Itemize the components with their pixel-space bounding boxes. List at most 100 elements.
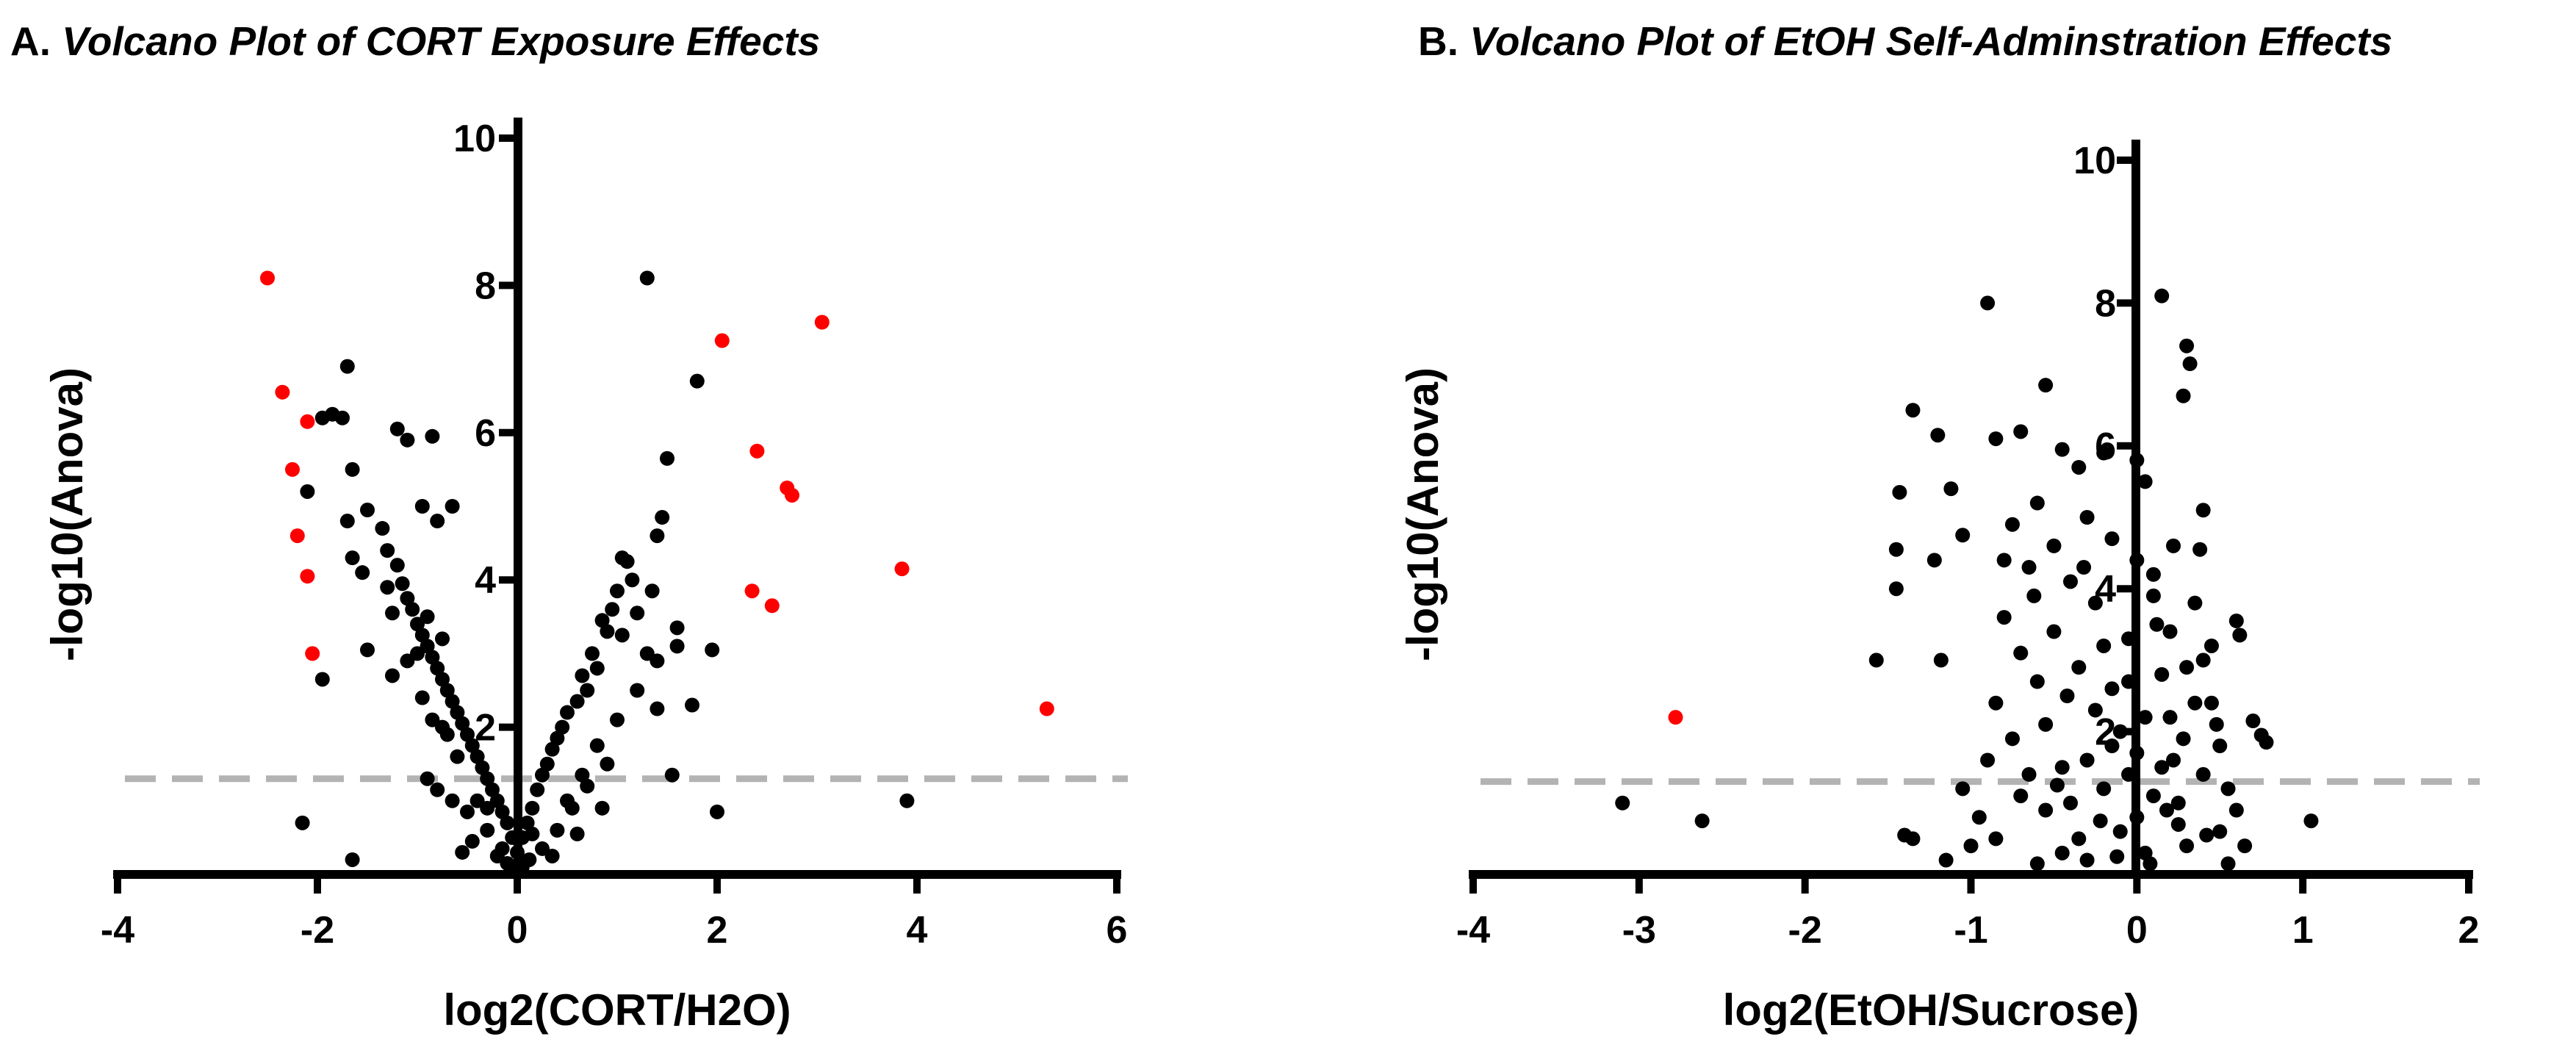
data-point <box>2159 802 2174 818</box>
data-point <box>339 514 355 529</box>
data-point <box>425 428 440 444</box>
data-point <box>345 550 360 566</box>
x-tick-label: 2 <box>2458 909 2480 952</box>
panel-b-title-text: Volcano Plot of EtOH Self-Adminstration … <box>1469 18 2393 64</box>
data-point <box>2145 567 2161 582</box>
data-point <box>630 683 645 698</box>
data-point <box>445 694 460 709</box>
data-point <box>464 833 480 849</box>
data-point <box>2195 766 2211 782</box>
y-tick-label: 2 <box>475 707 496 750</box>
data-point <box>710 804 724 819</box>
data-point <box>339 359 355 374</box>
data-point <box>519 815 535 830</box>
data-point <box>544 741 560 757</box>
data-point <box>1926 553 1942 568</box>
data-point <box>2104 531 2120 547</box>
data-point <box>2029 674 2045 689</box>
data-point <box>535 767 550 783</box>
y-tick-label: 6 <box>2095 425 2116 468</box>
data-point <box>2071 831 2087 847</box>
data-point <box>2038 378 2054 393</box>
data-point <box>2038 716 2054 732</box>
x-tick-label: 0 <box>507 909 528 952</box>
data-point <box>2079 752 2095 768</box>
data-point <box>2154 666 2170 682</box>
data-point <box>2220 781 2236 797</box>
data-point <box>420 609 435 625</box>
data-point <box>1892 484 1907 500</box>
data-point <box>2112 824 2128 839</box>
data-point <box>550 730 565 746</box>
data-point <box>500 815 515 830</box>
data-point <box>650 653 665 669</box>
data-point <box>899 793 915 808</box>
data-point <box>2154 760 2170 775</box>
data-point <box>2087 702 2103 718</box>
data-point <box>669 620 685 636</box>
data-point <box>405 602 420 617</box>
data-point <box>555 719 570 735</box>
data-point-significant <box>744 583 760 599</box>
data-point <box>314 672 330 687</box>
data-point <box>1933 653 1949 668</box>
data-point <box>2166 752 2181 768</box>
data-point <box>494 804 510 819</box>
data-point <box>2203 695 2219 711</box>
data-point <box>2170 795 2186 811</box>
data-point-significant <box>305 646 320 661</box>
data-point-significant <box>785 487 799 503</box>
data-point-significant <box>749 443 765 459</box>
data-point <box>1980 752 1996 768</box>
data-point <box>1996 553 2012 568</box>
data-point <box>569 694 585 709</box>
data-point <box>2228 613 2244 628</box>
data-point <box>525 826 540 841</box>
data-point <box>2162 624 2178 639</box>
data-point <box>2079 510 2095 525</box>
data-point <box>2109 849 2125 864</box>
y-tick-label: 2 <box>2095 711 2116 754</box>
x-tick-label: -3 <box>1622 909 1656 952</box>
data-point <box>2259 735 2274 750</box>
data-point <box>2046 538 2062 553</box>
data-point <box>345 852 360 867</box>
data-point <box>2145 588 2161 603</box>
data-point <box>2104 681 2120 697</box>
y-tick-label: 8 <box>475 265 496 307</box>
data-point <box>2076 560 2092 575</box>
data-point <box>2143 856 2158 871</box>
data-point <box>389 558 405 573</box>
data-point-significant <box>275 384 290 400</box>
data-point <box>1615 795 1630 811</box>
data-point <box>594 613 610 628</box>
data-point <box>580 683 595 698</box>
y-tick-label: 4 <box>475 559 496 602</box>
data-point <box>1980 295 1996 311</box>
x-tick-label: -4 <box>1456 909 1490 952</box>
data-point <box>485 782 500 797</box>
data-point <box>614 550 630 566</box>
data-point <box>589 738 605 753</box>
panel-a-label: A. <box>10 18 51 64</box>
y-tick-label: 6 <box>475 412 496 455</box>
data-point <box>685 697 699 713</box>
data-point <box>1955 528 1971 543</box>
data-point <box>630 605 645 621</box>
data-point <box>2176 731 2191 747</box>
data-point <box>400 653 415 669</box>
data-point <box>430 514 445 529</box>
data-point <box>314 410 330 425</box>
data-point <box>2063 574 2078 589</box>
data-point <box>355 565 370 581</box>
y-axis-title: -log10(Anova) <box>1398 367 1447 661</box>
data-point <box>614 628 630 643</box>
data-point <box>605 602 620 617</box>
data-point-significant <box>300 569 315 584</box>
data-point <box>430 782 445 797</box>
data-point <box>380 580 395 595</box>
data-point <box>1963 838 1979 854</box>
x-axis-title: log2(CORT/H2O) <box>443 985 791 1035</box>
data-point <box>1938 852 1954 868</box>
data-point <box>589 661 605 676</box>
